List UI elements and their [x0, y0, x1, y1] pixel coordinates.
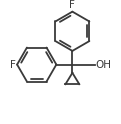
- Text: OH: OH: [96, 60, 112, 70]
- Text: F: F: [69, 0, 75, 10]
- Text: F: F: [10, 60, 16, 70]
